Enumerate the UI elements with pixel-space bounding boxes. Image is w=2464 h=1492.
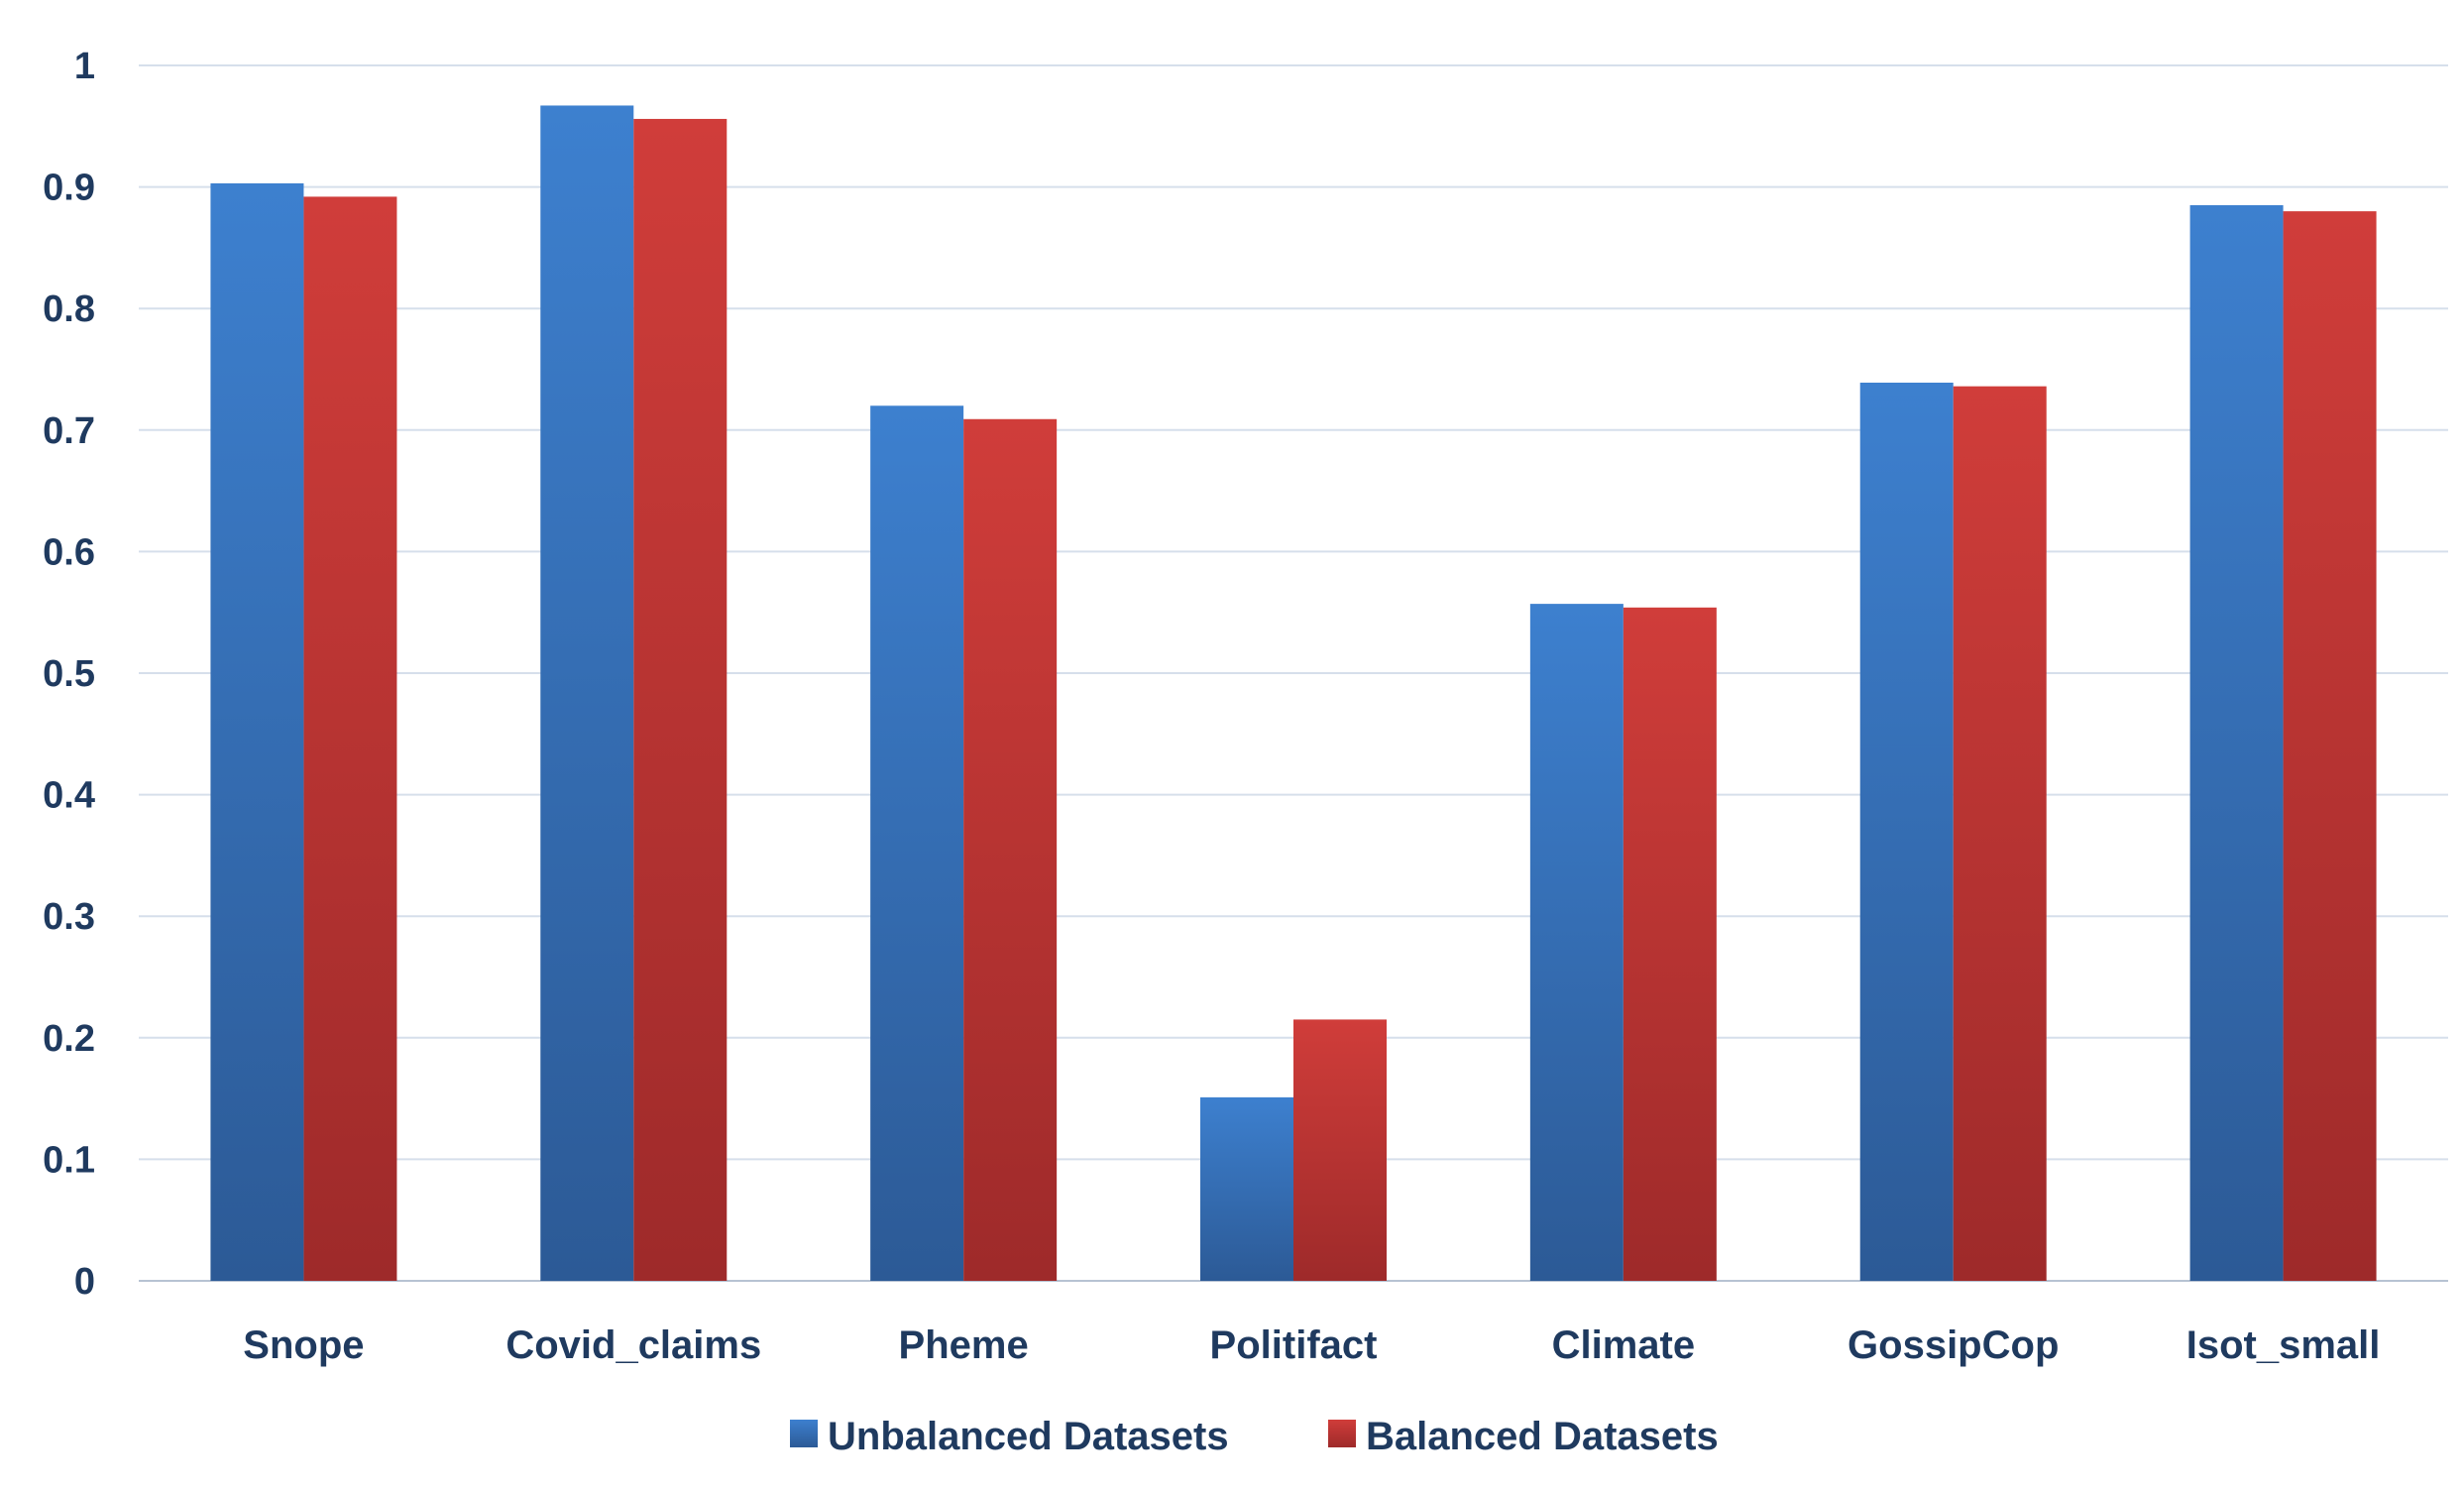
y-tick-label: 0.2 xyxy=(43,1018,95,1060)
legend-swatch xyxy=(790,1420,818,1447)
x-axis-categories: Snope Covid_claims Pheme Politifact Climate G… xyxy=(243,1323,2380,1367)
bar-unbalanced-snope xyxy=(210,182,304,1281)
bars xyxy=(210,105,2377,1282)
x-category-label: GossipCop xyxy=(1848,1323,2059,1367)
y-tick-label: 0.7 xyxy=(43,410,95,452)
x-category-label: Politifact xyxy=(1210,1323,1378,1367)
x-category-label: Pheme xyxy=(899,1323,1029,1367)
bar-unbalanced-politifact xyxy=(1200,1096,1293,1281)
y-tick-label: 0 xyxy=(74,1261,95,1303)
bar-balanced-pheme xyxy=(963,418,1058,1281)
y-tick-label: 1 xyxy=(74,46,95,87)
x-category-label: Climate xyxy=(1552,1323,1696,1367)
x-category-label: Isot_small xyxy=(2186,1323,2381,1367)
y-axis-ticks: 0 0.1 0.2 0.3 0.4 0.5 0.6 0.7 0.8 0.9 1 xyxy=(43,46,95,1303)
y-tick-label: 0.1 xyxy=(43,1139,95,1181)
bar-unbalanced-gossipcop xyxy=(1859,382,1954,1282)
bar-unbalanced-covid-claims xyxy=(540,105,634,1281)
x-category-label: Snope xyxy=(243,1323,364,1367)
legend: Unbalanced Datasets Balanced Datasets xyxy=(790,1415,1719,1458)
bar-balanced-climate xyxy=(1623,607,1717,1281)
y-tick-label: 0.6 xyxy=(43,531,95,573)
y-tick-label: 0.8 xyxy=(43,288,95,330)
bar-unbalanced-pheme xyxy=(870,405,964,1281)
legend-swatch xyxy=(1328,1420,1356,1447)
bar-balanced-politifact xyxy=(1293,1019,1387,1281)
y-tick-label: 0.5 xyxy=(43,653,95,695)
bar-balanced-isot-small xyxy=(2283,211,2377,1281)
y-tick-label: 0.9 xyxy=(43,168,95,209)
bar-unbalanced-climate xyxy=(1529,604,1624,1281)
legend-label: Unbalanced Datasets xyxy=(828,1415,1229,1458)
y-tick-label: 0.3 xyxy=(43,896,95,938)
bar-balanced-covid-claims xyxy=(633,118,728,1282)
legend-label: Balanced Datasets xyxy=(1366,1415,1719,1458)
x-category-label: Covid_claims xyxy=(505,1323,761,1367)
bar-unbalanced-isot-small xyxy=(2189,204,2284,1282)
y-tick-label: 0.4 xyxy=(43,775,95,817)
bar-balanced-gossipcop xyxy=(1953,386,2047,1281)
gridlines xyxy=(139,64,2448,1282)
bar-balanced-snope xyxy=(303,196,397,1282)
